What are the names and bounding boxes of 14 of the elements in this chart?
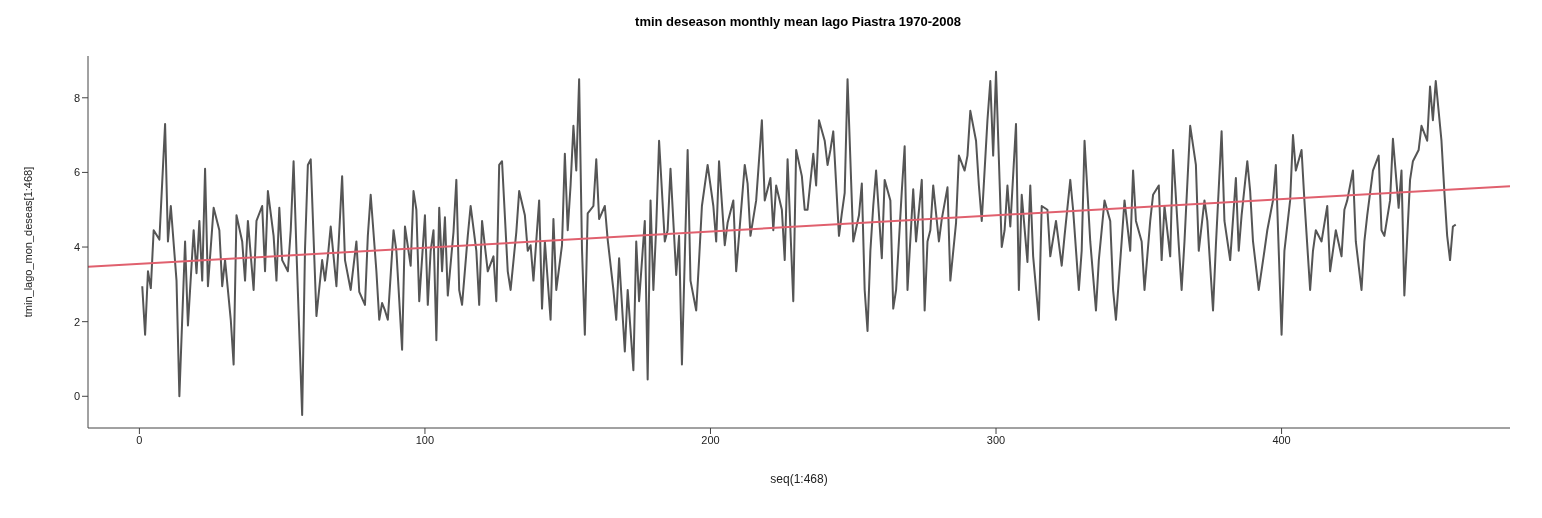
chart-title: tmin deseason monthly mean lago Piastra 1970-2008 — [634, 13, 962, 31]
x-tick-label: 300 — [986, 433, 1006, 446]
x-tick-label: 200 — [701, 433, 720, 446]
y-tick-label: 4 — [73, 240, 80, 253]
y-tick-label: 2 — [73, 315, 80, 328]
y-tick-label: 8 — [73, 91, 80, 104]
y-tick-label: 6 — [73, 166, 80, 179]
line-series — [141, 70, 1457, 416]
x-axis-title: seq(1:468) — [770, 472, 828, 486]
y-axis-title: tmin_lago_mon_deseas[1:468] — [21, 166, 34, 318]
y-tick-label: 0 — [73, 390, 80, 403]
x-tick-label: 100 — [415, 433, 435, 446]
x-tick-label: 400 — [1272, 433, 1291, 446]
x-tick-label: 0 — [136, 433, 143, 446]
